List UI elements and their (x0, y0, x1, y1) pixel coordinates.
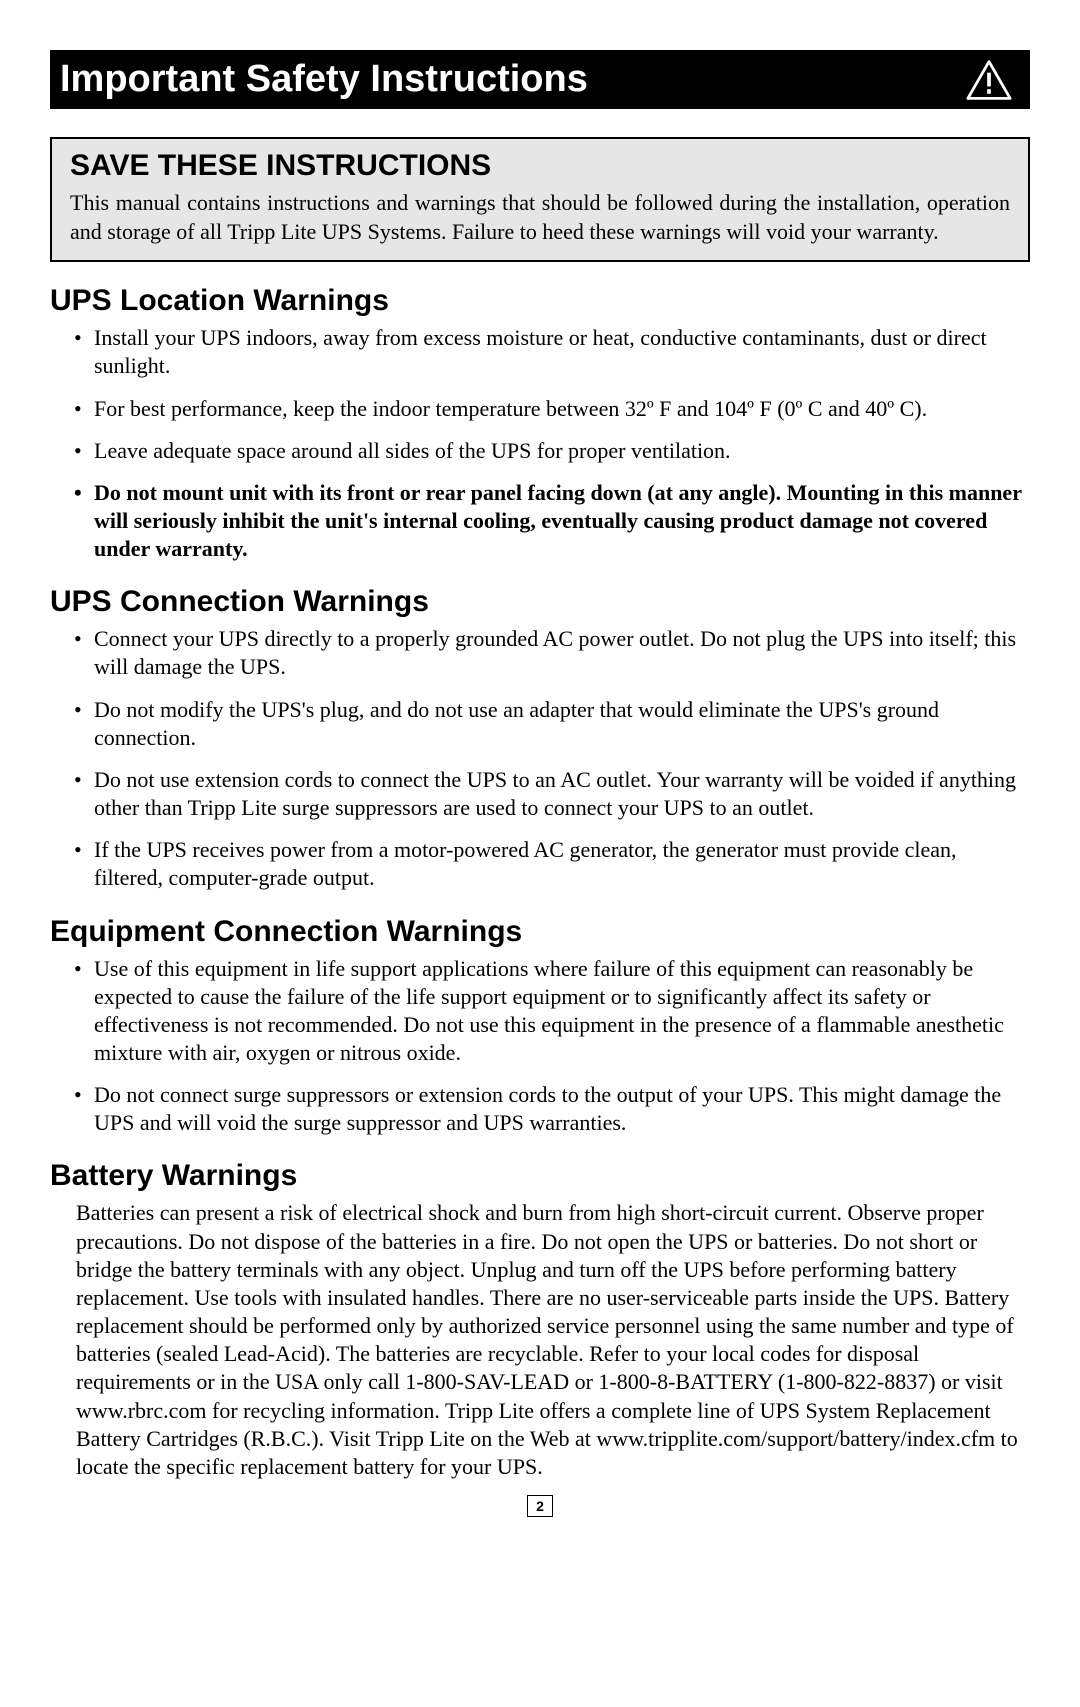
header-title: Important Safety Instructions (60, 58, 588, 101)
list-equipment: Use of this equipment in life support ap… (50, 955, 1030, 1138)
list-item: Do not mount unit with its front or rear… (94, 479, 1030, 563)
footer: 2 (50, 1495, 1030, 1517)
list-item: Do not use extension cords to connect th… (94, 766, 1030, 822)
save-instructions-box: SAVE THESE INSTRUCTIONS This manual cont… (50, 137, 1030, 262)
heading-location: UPS Location Warnings (50, 284, 1030, 318)
save-title: SAVE THESE INSTRUCTIONS (70, 149, 1010, 183)
list-item: Leave adequate space around all sides of… (94, 437, 1030, 465)
header-bar: Important Safety Instructions (50, 50, 1030, 109)
list-location: Install your UPS indoors, away from exce… (50, 324, 1030, 563)
list-item: Do not modify the UPS's plug, and do not… (94, 696, 1030, 752)
page-number: 2 (527, 1495, 553, 1517)
heading-battery: Battery Warnings (50, 1159, 1030, 1193)
heading-equipment: Equipment Connection Warnings (50, 915, 1030, 949)
list-item: Use of this equipment in life support ap… (94, 955, 1030, 1068)
heading-connection: UPS Connection Warnings (50, 585, 1030, 619)
battery-paragraph: Batteries can present a risk of electric… (76, 1199, 1030, 1481)
warning-icon (966, 59, 1012, 101)
list-connection: Connect your UPS directly to a properly … (50, 625, 1030, 892)
list-item: For best performance, keep the indoor te… (94, 395, 1030, 423)
page-container: Important Safety Instructions SAVE THESE… (0, 0, 1080, 1547)
save-body: This manual contains instructions and wa… (70, 189, 1010, 246)
list-item: If the UPS receives power from a motor-p… (94, 836, 1030, 892)
list-item: Connect your UPS directly to a properly … (94, 625, 1030, 681)
list-item: Do not connect surge suppressors or exte… (94, 1081, 1030, 1137)
list-item: Install your UPS indoors, away from exce… (94, 324, 1030, 380)
